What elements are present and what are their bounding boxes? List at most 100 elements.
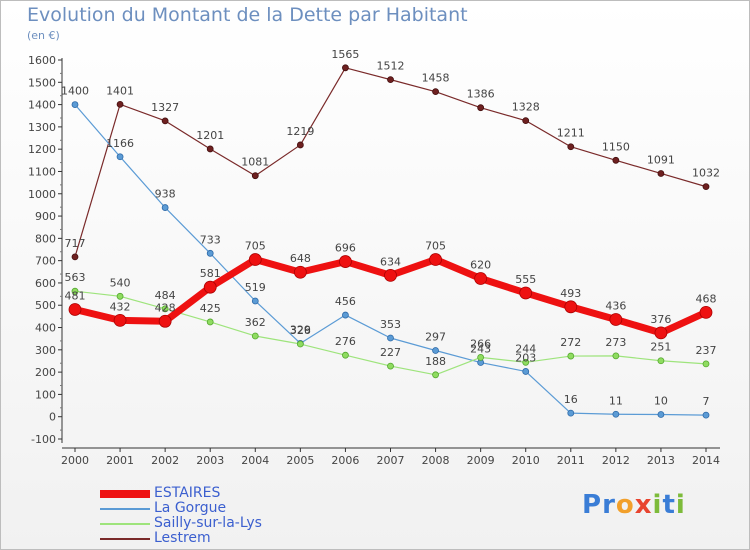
data-point-lestrem xyxy=(432,88,439,96)
data-label-la-gorgue: 243 xyxy=(470,343,491,356)
data-label-sailly-sur-la-lys: 484 xyxy=(155,289,176,302)
data-label-la-gorgue: 519 xyxy=(245,281,266,294)
data-point-sailly-sur-la-lys xyxy=(477,354,485,361)
data-label-la-gorgue: 1166 xyxy=(106,137,134,150)
data-point-sailly-sur-la-lys xyxy=(161,305,169,313)
data-label-lestrem: 1211 xyxy=(557,127,585,140)
x-tick-label: 2007 xyxy=(377,454,405,467)
data-point-sailly-sur-la-lys xyxy=(251,332,259,340)
data-point-lestrem xyxy=(342,64,349,72)
data-point-sailly-sur-la-lys xyxy=(702,360,710,368)
data-point-estaires xyxy=(203,280,217,294)
data-label-la-gorgue: 353 xyxy=(380,318,401,331)
data-label-la-gorgue: 938 xyxy=(155,188,176,201)
data-point-sailly-sur-la-lys xyxy=(116,292,124,300)
data-label-lestrem: 1032 xyxy=(692,167,720,180)
data-label-la-gorgue: 329 xyxy=(290,323,311,336)
data-point-la-gorgue xyxy=(71,101,79,108)
y-tick-label: 1200 xyxy=(28,143,56,156)
legend-item: ESTAIRES xyxy=(100,486,262,501)
legend-swatch xyxy=(100,489,150,498)
data-point-la-gorgue xyxy=(161,204,169,211)
data-point-estaires xyxy=(564,300,578,314)
data-point-la-gorgue xyxy=(342,311,349,319)
data-label-la-gorgue: 456 xyxy=(335,295,356,308)
data-point-la-gorgue xyxy=(612,410,620,418)
data-point-sailly-sur-la-lys xyxy=(296,340,304,348)
legend-label: La Gorgue xyxy=(154,500,227,516)
series-line-lestrem xyxy=(74,67,707,258)
data-point-estaires xyxy=(248,253,262,266)
data-point-la-gorgue xyxy=(387,334,394,342)
y-tick-label: 100 xyxy=(35,388,56,401)
y-tick-label: 800 xyxy=(35,232,56,245)
data-point-estaires xyxy=(158,314,172,328)
data-label-la-gorgue: 203 xyxy=(515,351,536,364)
logo-letter: i xyxy=(652,490,663,520)
data-point-la-gorgue xyxy=(251,297,259,305)
legend-swatch xyxy=(100,507,150,510)
logo-letter: P xyxy=(582,490,603,520)
data-label-estaires: 705 xyxy=(425,240,446,253)
data-point-la-gorgue xyxy=(567,409,575,417)
data-label-sailly-sur-la-lys: 188 xyxy=(425,355,446,368)
chart-axes: -100 0 100 200 300 400 500 600 700 800 900 1000 1100… xyxy=(28,54,720,467)
legend-item: La Gorgue xyxy=(100,501,262,516)
y-tick-label: 1600 xyxy=(28,54,56,67)
data-label-lestrem: 1327 xyxy=(151,101,179,114)
data-point-estaires xyxy=(113,313,127,327)
data-point-sailly-sur-la-lys xyxy=(71,287,79,295)
data-label-estaires: 555 xyxy=(515,273,536,286)
data-label-sailly-sur-la-lys: 227 xyxy=(380,346,401,359)
x-tick-label: 2013 xyxy=(647,454,675,467)
data-point-lestrem xyxy=(296,141,304,149)
data-label-la-gorgue: 16 xyxy=(564,393,578,406)
data-label-sailly-sur-la-lys: 244 xyxy=(515,342,536,355)
data-point-estaires xyxy=(519,286,533,300)
data-label-la-gorgue: 10 xyxy=(654,394,668,407)
y-tick-label: 200 xyxy=(35,366,56,379)
data-point-sailly-sur-la-lys xyxy=(567,352,575,360)
data-label-sailly-sur-la-lys: 362 xyxy=(245,316,266,329)
data-point-sailly-sur-la-lys xyxy=(342,351,349,359)
x-tick-label: 2010 xyxy=(512,454,540,467)
data-label-la-gorgue: 1400 xyxy=(61,85,89,98)
y-tick-label: 1300 xyxy=(28,121,56,134)
data-point-lestrem xyxy=(702,183,710,191)
data-label-estaires: 620 xyxy=(470,258,491,271)
legend-label: ESTAIRES xyxy=(154,485,221,501)
x-tick-label: 2001 xyxy=(106,454,134,467)
data-label-sailly-sur-la-lys: 276 xyxy=(335,335,356,348)
data-point-estaires xyxy=(474,272,488,285)
data-label-lestrem: 1386 xyxy=(467,88,495,101)
data-point-sailly-sur-la-lys xyxy=(432,371,439,379)
data-label-estaires: 705 xyxy=(245,240,266,253)
y-tick-label: 1100 xyxy=(28,165,56,178)
data-label-estaires: 468 xyxy=(696,292,717,305)
data-label-lestrem: 1219 xyxy=(286,125,314,138)
data-label-sailly-sur-la-lys: 540 xyxy=(110,276,131,289)
data-label-sailly-sur-la-lys: 326 xyxy=(290,324,311,337)
data-point-sailly-sur-la-lys xyxy=(612,352,620,360)
logo-letter: i xyxy=(675,490,686,520)
y-tick-label: 300 xyxy=(35,344,56,357)
data-label-sailly-sur-la-lys: 266 xyxy=(470,337,491,350)
data-label-estaires: 428 xyxy=(155,301,176,314)
x-tick-label: 2004 xyxy=(241,454,269,467)
data-label-estaires: 581 xyxy=(200,267,221,280)
data-point-lestrem xyxy=(657,170,665,177)
logo-letter: t xyxy=(662,490,676,520)
y-tick-label: 900 xyxy=(35,210,56,223)
legend-item: Lestrem xyxy=(100,531,262,546)
data-label-lestrem: 1081 xyxy=(241,156,269,169)
data-label-lestrem: 1565 xyxy=(331,48,359,61)
data-label-estaires: 648 xyxy=(290,252,311,265)
data-label-lestrem: 1328 xyxy=(512,101,540,114)
data-label-lestrem: 1512 xyxy=(377,60,405,73)
data-point-lestrem xyxy=(71,253,79,261)
y-tick-label: 1500 xyxy=(28,76,56,89)
legend-swatch xyxy=(100,522,150,525)
data-label-sailly-sur-la-lys: 272 xyxy=(560,336,581,349)
data-point-estaires xyxy=(293,265,307,279)
